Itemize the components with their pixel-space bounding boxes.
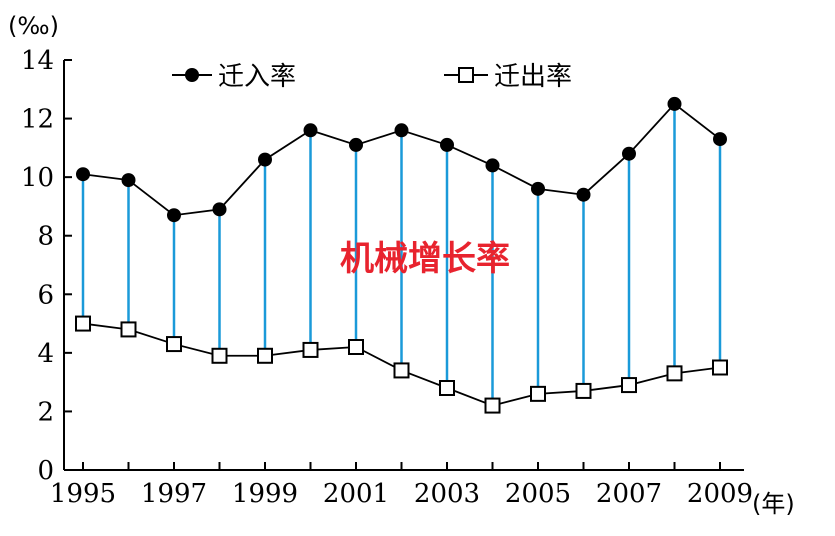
x-tick-label-1999: 1999: [232, 479, 298, 509]
y-tick-label-0: 0: [37, 456, 54, 486]
outrate-point-2005: [530, 385, 546, 402]
outrate-point-2006: [575, 382, 592, 399]
x-tick-label-1997: 1997: [141, 479, 207, 509]
inrate-point-2006: [576, 187, 591, 202]
x-ticks: 1995 1997 1999 2001 2003 2005 2007 2009: [50, 462, 753, 509]
inrate-point-2000: [303, 123, 318, 138]
inrate-point-1997: [167, 208, 181, 223]
outrate-point-2002: [393, 362, 410, 379]
x-tick-label-2001: 2001: [323, 479, 389, 509]
inrate-point-1996: [121, 173, 136, 188]
inrate-point-1998: [212, 202, 227, 217]
y-tick-label-12: 12: [21, 105, 54, 135]
inrate-point-2009: [713, 132, 727, 147]
y-tick-label-2: 2: [37, 397, 54, 427]
x-tick-label-2009: 2009: [687, 479, 753, 509]
y-ticks: 0 2 4 6 8 10 12 14: [21, 46, 72, 486]
outrate-point-2004: [484, 397, 501, 414]
legend-marker-outrate: [458, 67, 474, 83]
annotation-label: 机械增长率: [340, 239, 510, 279]
y-tick-label-4: 4: [37, 339, 54, 369]
x-tick-label-1995: 1995: [50, 479, 116, 509]
axes: [63, 60, 744, 471]
inrate-point-2001: [349, 137, 363, 152]
outrate-point-2003: [439, 380, 455, 396]
inrate-point-2005: [531, 181, 545, 196]
y-tick-label-8: 8: [37, 222, 54, 252]
inrate-point-2004: [485, 158, 500, 173]
inrate-point-1999: [258, 152, 272, 167]
legend: 迁入率 迁出率: [172, 62, 572, 92]
inrate-point-2003: [440, 137, 454, 152]
x-tick-label-2005: 2005: [505, 479, 571, 509]
outrate-point-2007: [621, 377, 637, 394]
outrate-point-1995: [75, 315, 91, 332]
legend-label-outrate: 迁出率: [494, 62, 572, 92]
series-markers: [75, 96, 728, 414]
legend-marker-inrate: [185, 68, 199, 82]
outrate-point-2009: [712, 359, 728, 376]
y-unit-label: (‰): [8, 12, 59, 40]
outrate-point-1998: [211, 347, 228, 364]
x-unit-label: (年): [752, 490, 795, 518]
outrate-point-1996: [120, 321, 137, 338]
y-tick-label-14: 14: [21, 46, 54, 76]
outrate-point-1999: [257, 347, 273, 364]
inrate-point-2002: [394, 123, 409, 138]
outrate-point-2000: [302, 341, 319, 358]
outrate-point-1997: [166, 336, 182, 353]
connector-lines: [81, 109, 722, 400]
x-tick-label-2007: 2007: [596, 479, 662, 509]
outrate-point-2001: [348, 339, 364, 355]
outrate-point-2008: [666, 365, 683, 382]
inrate-point-1995: [76, 167, 90, 182]
y-tick-label-6: 6: [37, 280, 54, 310]
inrate-point-2008: [667, 96, 682, 111]
legend-label-inrate: 迁入率: [218, 62, 296, 92]
x-tick-label-2003: 2003: [414, 479, 480, 509]
inrate-point-2007: [622, 146, 636, 161]
y-tick-label-10: 10: [21, 163, 54, 193]
